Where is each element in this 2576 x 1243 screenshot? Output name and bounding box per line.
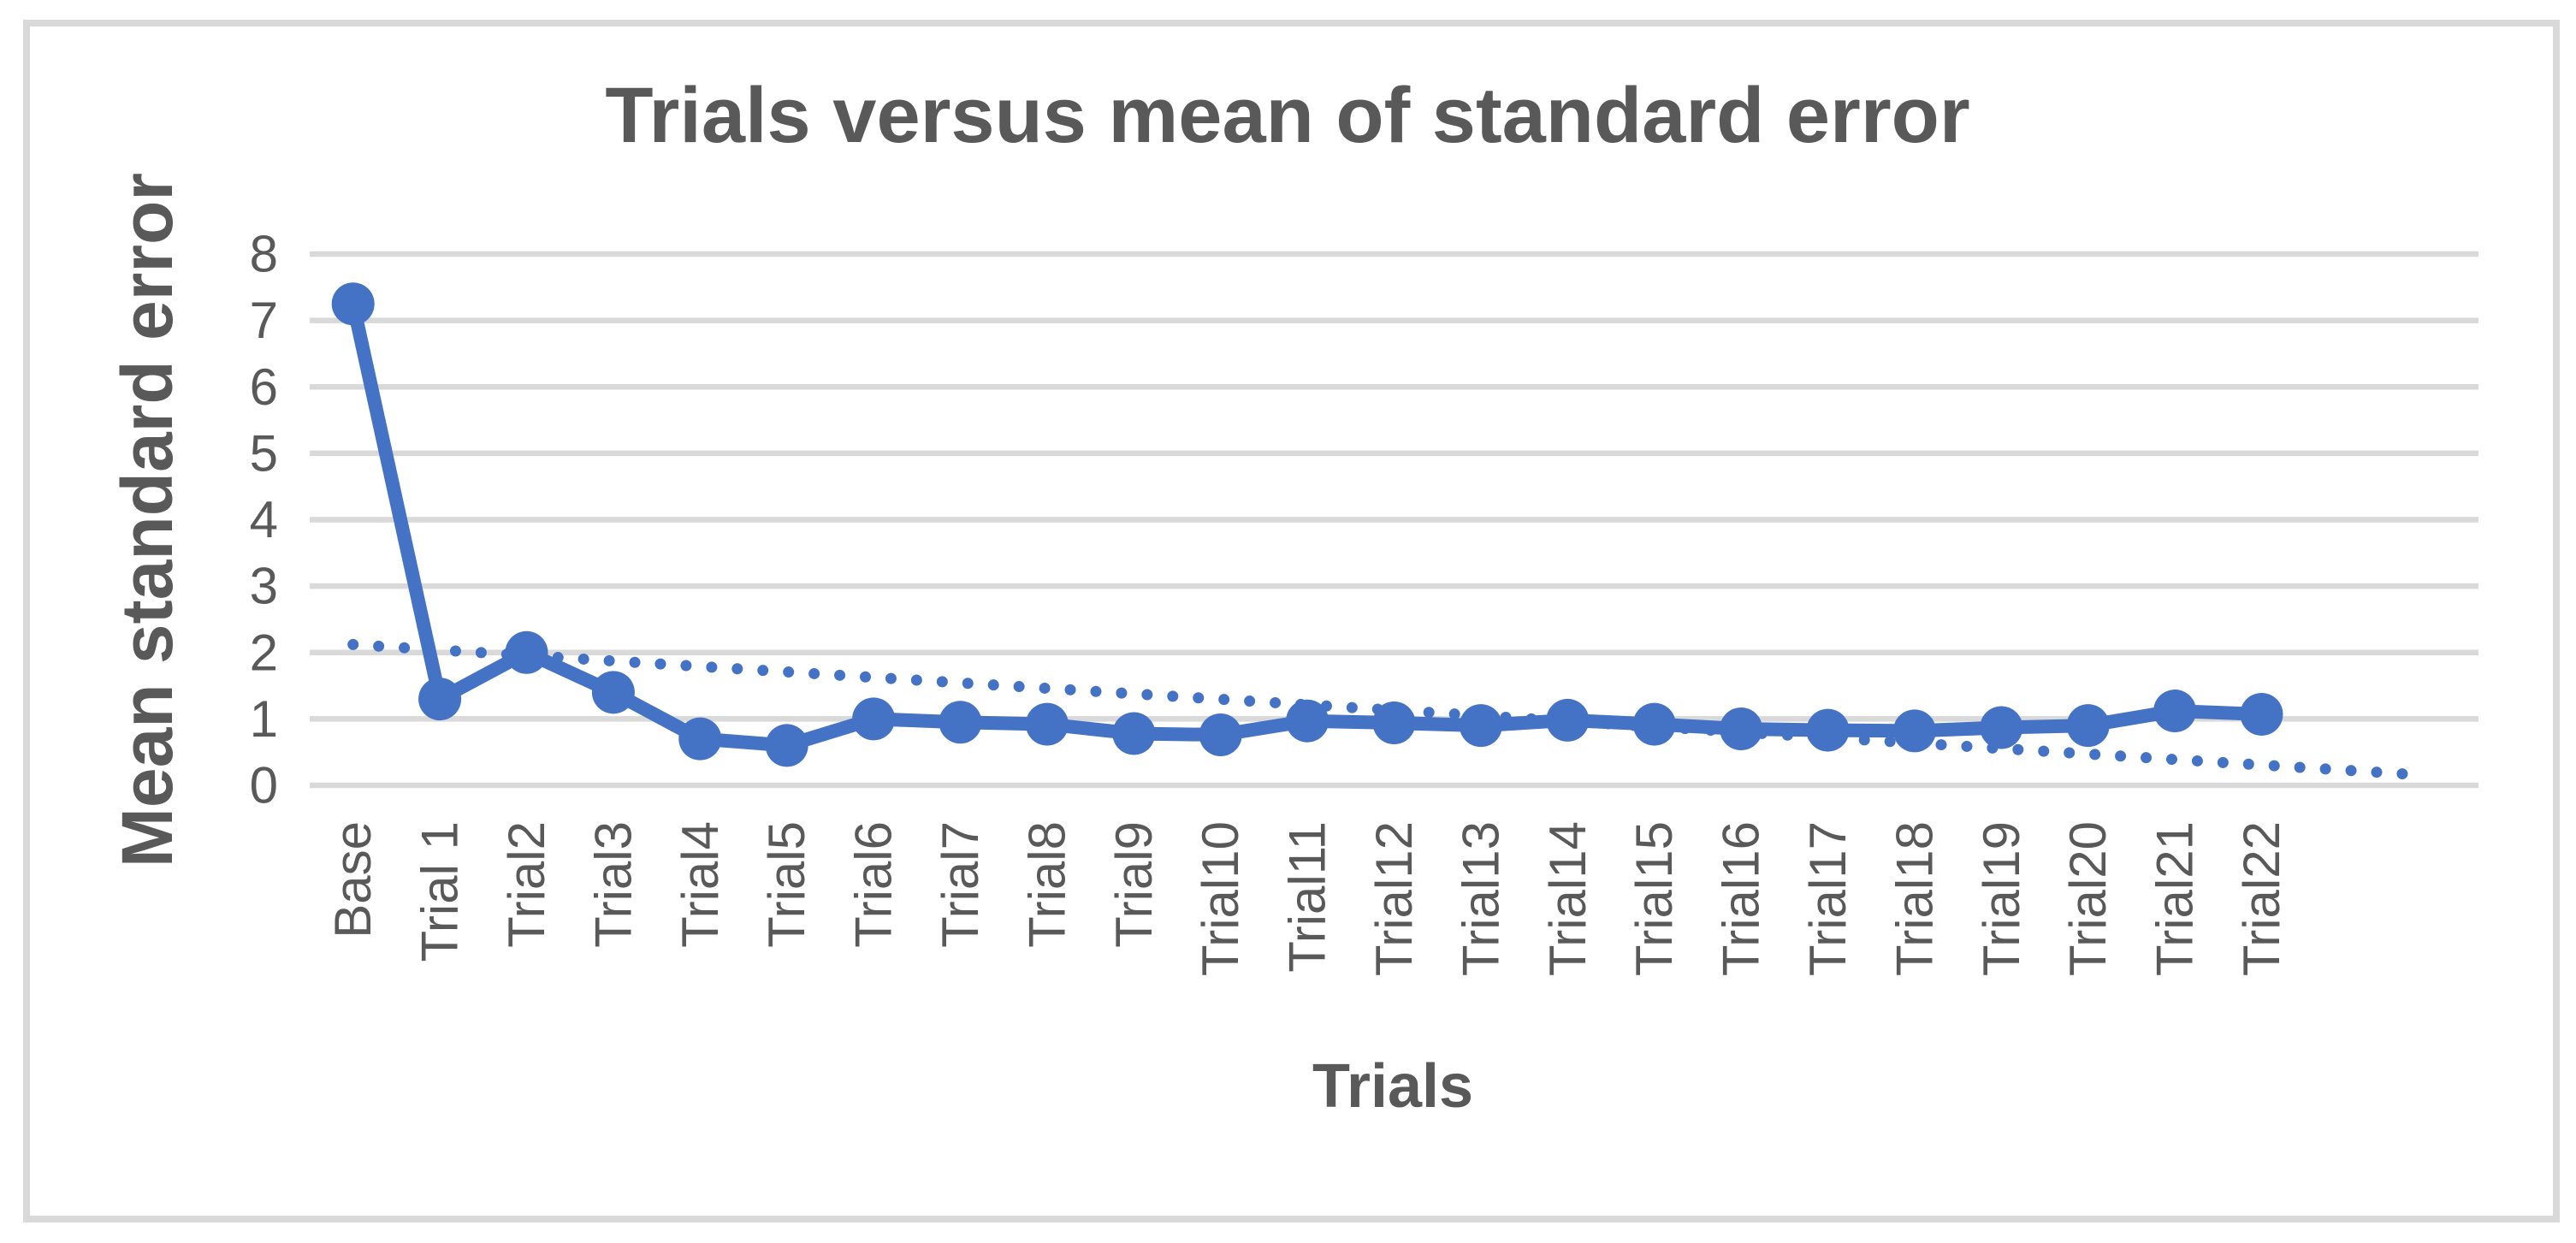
data-point-marker [1720, 707, 1763, 751]
x-category-label: Trial22 [2233, 821, 2290, 976]
data-point-marker [2066, 704, 2110, 748]
x-axis-category-labels: Base Trial 1 Trial2 Trial3 Trial4 Trial5 Trial… [324, 821, 2290, 976]
x-category-label: Trial15 [1626, 821, 1683, 976]
data-point-marker [1286, 699, 1329, 743]
data-point-marker [1632, 702, 1676, 746]
data-point-marker [331, 282, 375, 326]
x-category-label: Trial17 [1799, 821, 1856, 976]
data-point-marker [1112, 712, 1156, 755]
x-axis-title: Trials [1312, 1052, 1474, 1121]
x-category-label: Trial13 [1452, 821, 1509, 976]
data-point-marker [505, 630, 548, 674]
x-category-label: Trial7 [932, 821, 989, 948]
y-tick-label: 4 [250, 491, 278, 548]
x-category-label: Trial11 [1279, 821, 1336, 973]
data-point-marker [418, 678, 462, 721]
x-category-label: Trial14 [1539, 821, 1596, 976]
chart-frame [23, 20, 2560, 1222]
y-tick-label: 6 [250, 358, 278, 416]
data-point-marker [1459, 704, 1502, 748]
chart-title: Trials versus mean of standard error [605, 72, 1970, 159]
series-line [346, 297, 2269, 753]
y-axis-tick-labels: 0 1 2 3 4 5 6 7 8 [250, 226, 278, 814]
data-series-group [331, 282, 2283, 767]
y-tick-label: 2 [250, 624, 278, 681]
x-category-label: Trial9 [1105, 821, 1163, 948]
x-category-label: Trial16 [1713, 821, 1770, 976]
x-category-label: Base [324, 821, 382, 938]
x-category-label: Trial6 [845, 821, 903, 948]
x-category-label: Trial19 [1973, 821, 2030, 976]
x-category-label: Trial21 [2147, 821, 2204, 976]
x-category-label: Trial2 [498, 821, 555, 948]
x-category-label: Trial3 [584, 821, 642, 948]
gridlines-group [310, 251, 2478, 789]
x-category-label: Trial4 [672, 821, 729, 948]
data-point-marker [1806, 708, 1850, 752]
y-tick-label: 5 [250, 424, 278, 482]
y-tick-label: 8 [250, 226, 278, 283]
data-point-marker [1372, 701, 1416, 745]
data-point-marker [852, 697, 896, 741]
x-category-label: Trial 1 [412, 821, 469, 962]
x-category-label: Trial10 [1192, 821, 1249, 976]
x-category-label: Trial8 [1018, 821, 1075, 948]
x-category-label: Trial12 [1365, 821, 1423, 976]
y-tick-label: 0 [250, 757, 278, 814]
data-point-marker [765, 724, 808, 767]
data-point-marker [2240, 692, 2283, 736]
y-tick-label: 7 [250, 292, 278, 349]
data-point-marker [1980, 706, 2023, 749]
data-point-marker [1546, 698, 1590, 742]
data-point-marker [678, 717, 722, 761]
y-tick-label: 3 [250, 558, 278, 615]
data-point-marker [939, 701, 982, 744]
data-point-marker [1199, 713, 1242, 757]
data-point-marker [1025, 702, 1069, 746]
x-category-label: Trial5 [758, 821, 815, 948]
x-category-label: Trial18 [1886, 821, 1943, 976]
y-tick-label: 1 [250, 690, 278, 748]
data-point-marker [2153, 690, 2197, 733]
data-point-marker [1892, 709, 1936, 753]
data-point-marker [591, 671, 635, 714]
x-category-label: Trial20 [2059, 821, 2117, 976]
